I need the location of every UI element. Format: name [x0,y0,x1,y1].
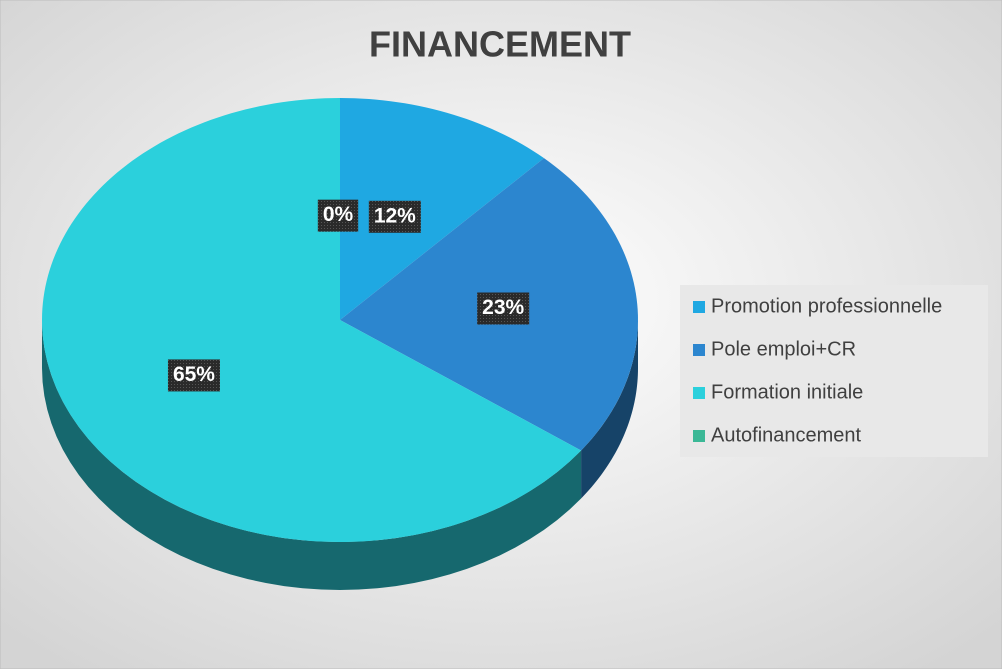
data-label: 12% [368,200,421,233]
slice [340,98,544,320]
data-label-text: 12% [374,204,416,227]
slice-side [581,320,638,499]
data-label-box [477,292,530,325]
legend-label: Pole emploi+CR [711,338,856,360]
slice-side [42,320,582,590]
legend-label: Autofinancement [711,424,862,446]
data-label-text: 0% [323,203,354,226]
data-label: 0% [317,199,359,232]
legend [680,285,988,457]
legend-swatch [693,344,705,356]
data-label: 65% [167,359,220,392]
legend-swatch [693,387,705,399]
data-label-text: 23% [482,296,524,319]
legend-swatch [693,430,705,442]
data-label-box [368,200,421,233]
legend-swatch [693,301,705,313]
data-label: 23% [477,292,530,325]
data-label-box [317,199,359,232]
legend-label: Promotion professionnelle [711,295,942,317]
legend-label: Formation initiale [711,381,863,403]
data-label-box [167,359,220,392]
slice [42,98,582,542]
data-label-text: 65% [173,363,215,386]
chart-title: FINANCEMENT [369,24,631,65]
